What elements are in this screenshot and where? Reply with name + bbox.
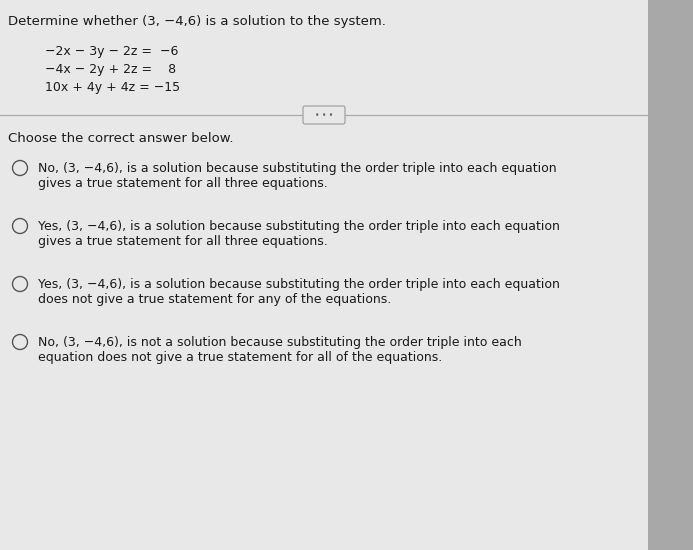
Text: Determine whether (3, −4,6) is a solution to the system.: Determine whether (3, −4,6) is a solutio…: [8, 15, 386, 28]
FancyBboxPatch shape: [303, 106, 345, 124]
Text: 10x + 4y + 4z = −15: 10x + 4y + 4z = −15: [45, 81, 180, 94]
Text: Choose the correct answer below.: Choose the correct answer below.: [8, 132, 234, 145]
Text: −2x − 3y − 2z =  −6: −2x − 3y − 2z = −6: [45, 45, 178, 58]
Text: No, (3, −4,6), is not a solution because substituting the order triple into each: No, (3, −4,6), is not a solution because…: [38, 336, 522, 349]
Text: Yes, (3, −4,6), is a solution because substituting the order triple into each eq: Yes, (3, −4,6), is a solution because su…: [38, 220, 560, 233]
Text: • • •: • • •: [315, 111, 333, 119]
Bar: [648, 0, 693, 550]
Text: does not give a true statement for any of the equations.: does not give a true statement for any o…: [38, 293, 392, 306]
Text: Yes, (3, −4,6), is a solution because substituting the order triple into each eq: Yes, (3, −4,6), is a solution because su…: [38, 278, 560, 291]
Text: gives a true statement for all three equations.: gives a true statement for all three equ…: [38, 177, 328, 190]
Text: No, (3, −4,6), is a solution because substituting the order triple into each equ: No, (3, −4,6), is a solution because sub…: [38, 162, 556, 175]
Text: gives a true statement for all three equations.: gives a true statement for all three equ…: [38, 235, 328, 248]
Text: equation does not give a true statement for all of the equations.: equation does not give a true statement …: [38, 351, 442, 364]
Text: −4x − 2y + 2z =    8: −4x − 2y + 2z = 8: [45, 63, 176, 76]
